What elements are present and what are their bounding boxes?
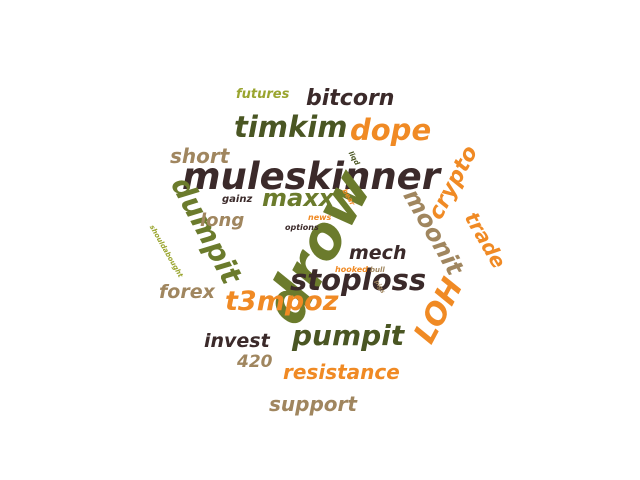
word-news: news <box>308 213 332 222</box>
word-shouldabought: shouldabought <box>147 223 185 279</box>
word-resistance: resistance <box>283 360 400 384</box>
word-long: long <box>200 210 245 231</box>
word-dope: dope <box>350 113 432 147</box>
word-trade: trade <box>459 207 512 273</box>
word-pumpit: pumpit <box>292 319 405 352</box>
word-muleskinner: muleskinner <box>182 155 441 198</box>
word-stoploss: stoploss <box>290 263 427 297</box>
word-short: short <box>170 144 230 168</box>
word-forex: forex <box>159 281 215 303</box>
word-timkim: timkim <box>234 110 348 144</box>
word-invest: invest <box>204 330 270 352</box>
word-mech: mech <box>349 242 407 264</box>
word-futures: futures <box>236 87 290 102</box>
word-hooked: hooked <box>335 265 368 274</box>
word-gainz: gainz <box>222 194 253 205</box>
word-bull: bull <box>370 266 385 274</box>
word-support: support <box>269 392 357 416</box>
word-420: 420 <box>237 352 273 372</box>
word-bitcorn: bitcorn <box>306 86 395 111</box>
word-options: options <box>285 223 319 232</box>
word-t3mpoz: t3mpoz <box>225 286 339 317</box>
word-maxx: maxx <box>262 184 335 212</box>
